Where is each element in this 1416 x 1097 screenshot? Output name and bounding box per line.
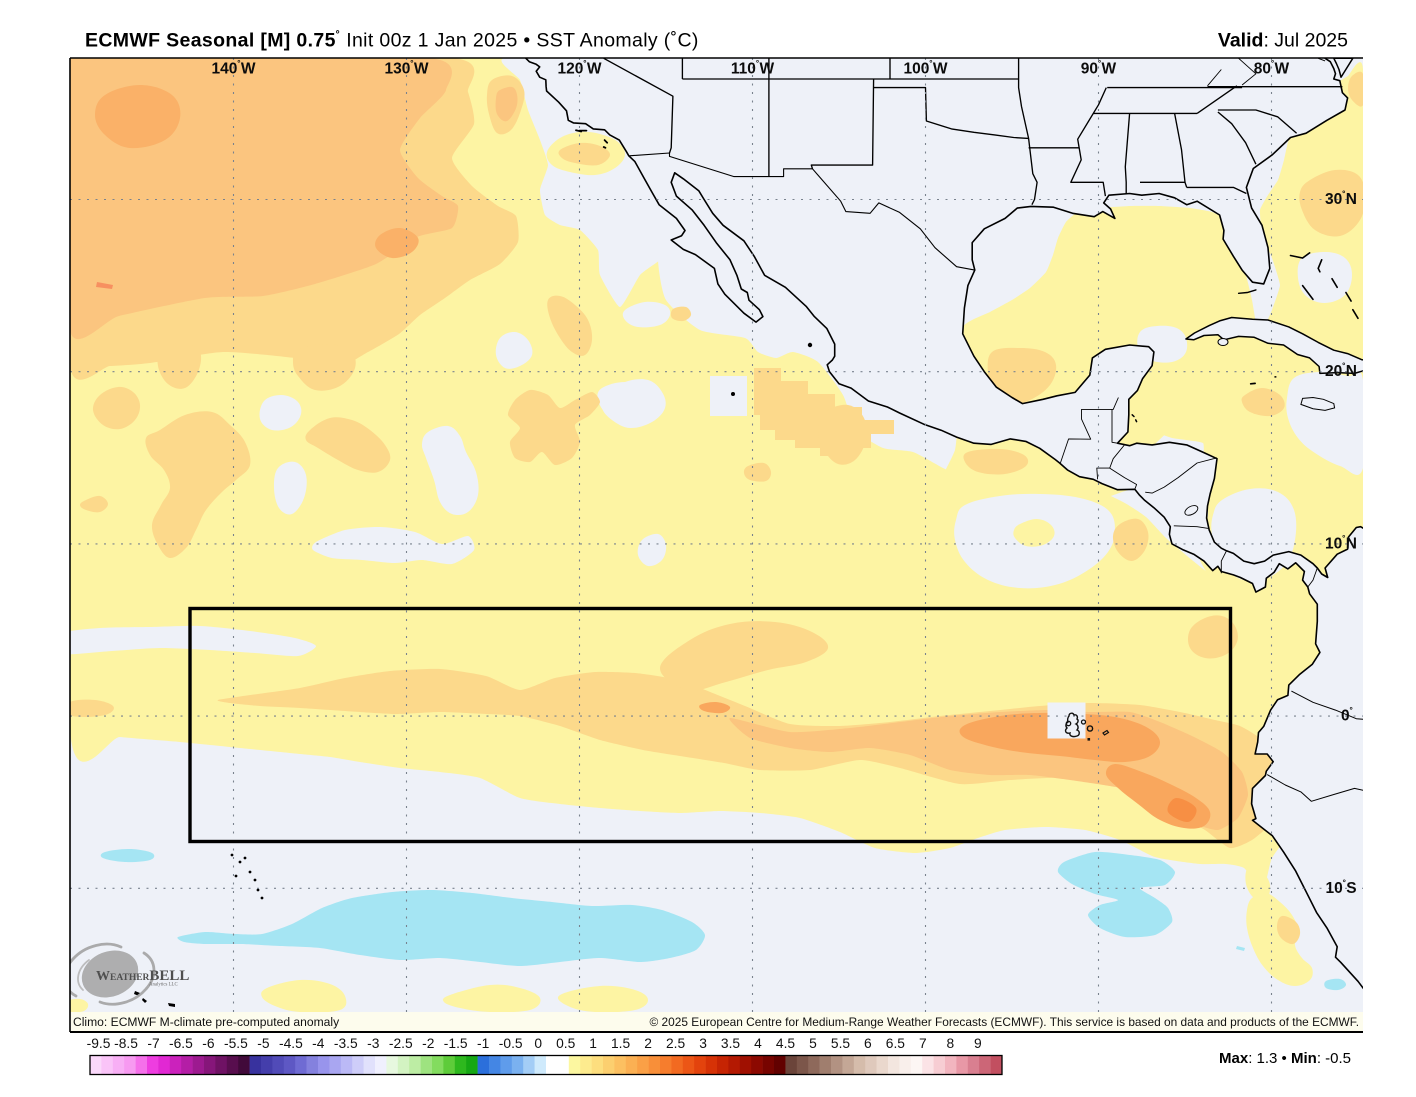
svg-text:-6: -6 bbox=[202, 1036, 215, 1051]
svg-text:0.5: 0.5 bbox=[556, 1036, 576, 1051]
svg-text:-4: -4 bbox=[312, 1036, 325, 1051]
svg-text:90˚W: 90˚W bbox=[1081, 60, 1117, 78]
svg-text:8: 8 bbox=[947, 1036, 955, 1051]
svg-text:1: 1 bbox=[589, 1036, 597, 1051]
svg-text:-7: -7 bbox=[147, 1036, 159, 1051]
svg-text:9: 9 bbox=[974, 1036, 982, 1051]
svg-text:5: 5 bbox=[809, 1036, 817, 1051]
svg-text:80˚W: 80˚W bbox=[1254, 60, 1290, 78]
svg-text:10˚N: 10˚N bbox=[1325, 534, 1357, 552]
svg-text:Max: 1.3 • Min: -0.5: Max: 1.3 • Min: -0.5 bbox=[1219, 1050, 1351, 1067]
svg-text:-0.5: -0.5 bbox=[499, 1036, 523, 1051]
svg-text:-5: -5 bbox=[257, 1036, 270, 1051]
svg-text:30˚N: 30˚N bbox=[1325, 190, 1357, 208]
svg-text:20˚N: 20˚N bbox=[1325, 362, 1357, 380]
svg-text:Valid: Jul 2025: Valid: Jul 2025 bbox=[1218, 30, 1348, 52]
svg-text:1.5: 1.5 bbox=[611, 1036, 631, 1051]
svg-text:130˚W: 130˚W bbox=[384, 60, 428, 78]
svg-text:3: 3 bbox=[699, 1036, 707, 1051]
svg-text:-4.5: -4.5 bbox=[279, 1036, 303, 1051]
svg-text:5.5: 5.5 bbox=[831, 1036, 851, 1051]
svg-text:-1.5: -1.5 bbox=[444, 1036, 468, 1051]
svg-text:7: 7 bbox=[919, 1036, 927, 1051]
svg-text:6.5: 6.5 bbox=[886, 1036, 906, 1051]
svg-text:Climo: ECMWF M-climate pre-com: Climo: ECMWF M-climate pre-computed anom… bbox=[73, 1015, 340, 1029]
svg-text:6: 6 bbox=[864, 1036, 872, 1051]
svg-text:110˚W: 110˚W bbox=[731, 60, 775, 78]
svg-text:-3.5: -3.5 bbox=[334, 1036, 358, 1051]
svg-text:-1: -1 bbox=[477, 1036, 489, 1051]
svg-text:-2.5: -2.5 bbox=[389, 1036, 413, 1051]
svg-text:3.5: 3.5 bbox=[721, 1036, 741, 1051]
svg-text:4.5: 4.5 bbox=[776, 1036, 796, 1051]
svg-text:0: 0 bbox=[534, 1036, 542, 1051]
svg-text:-9.5: -9.5 bbox=[87, 1036, 111, 1051]
svg-text:-2: -2 bbox=[422, 1036, 434, 1051]
svg-text:-5.5: -5.5 bbox=[224, 1036, 248, 1051]
svg-text:4: 4 bbox=[754, 1036, 762, 1051]
svg-text:-6.5: -6.5 bbox=[169, 1036, 193, 1051]
svg-text:2.5: 2.5 bbox=[666, 1036, 686, 1051]
svg-text:10˚S: 10˚S bbox=[1325, 879, 1356, 897]
svg-text:2: 2 bbox=[644, 1036, 652, 1051]
svg-text:© 2025 European Centre for Med: © 2025 European Centre for Medium-Range … bbox=[649, 1015, 1359, 1029]
svg-text:Analytics LLC: Analytics LLC bbox=[149, 983, 178, 988]
svg-text:120˚W: 120˚W bbox=[557, 60, 601, 78]
svg-text:100˚W: 100˚W bbox=[903, 60, 947, 78]
svg-text:-8.5: -8.5 bbox=[114, 1036, 138, 1051]
svg-text:-3: -3 bbox=[367, 1036, 380, 1051]
svg-text:ECMWF Seasonal [M] 0.75˚ Init: ECMWF Seasonal [M] 0.75˚ Init 00z 1 Jan … bbox=[85, 29, 699, 52]
svg-text:140˚W: 140˚W bbox=[211, 60, 255, 78]
